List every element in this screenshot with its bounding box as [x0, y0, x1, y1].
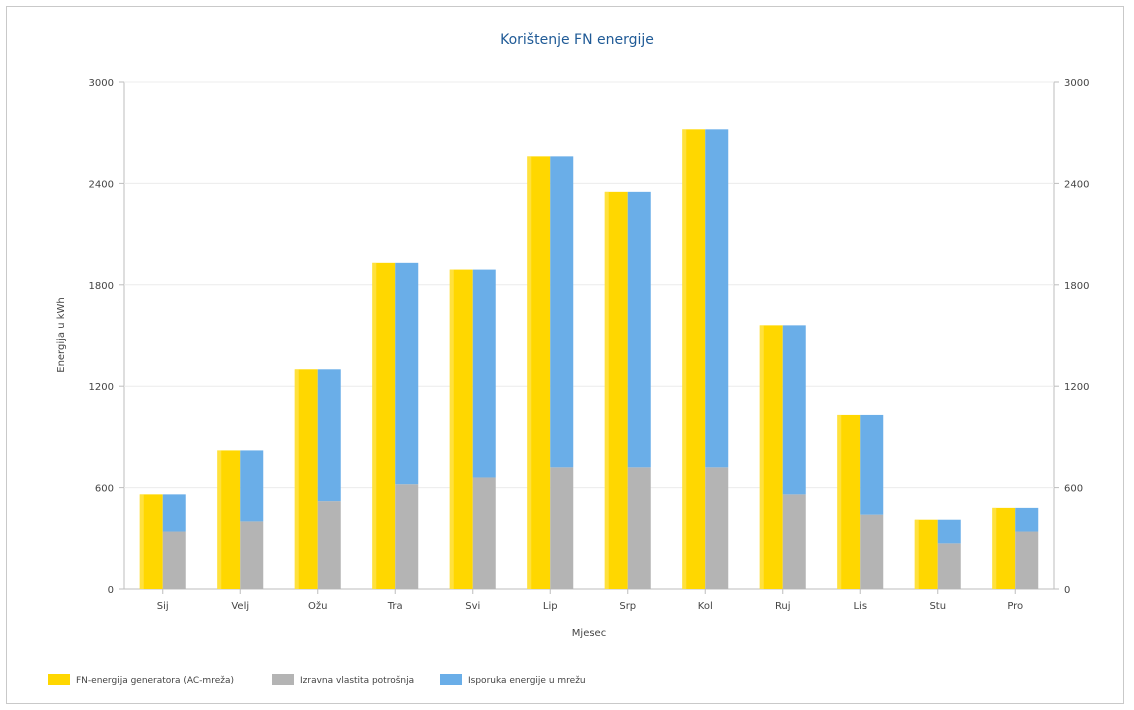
- y-tick-label-left: 2400: [89, 179, 114, 190]
- x-tick-label: Ožu: [308, 600, 327, 612]
- legend-swatch[interactable]: [440, 674, 462, 685]
- bar-own-consumption[interactable]: [472, 477, 496, 589]
- y-tick-label-right: 600: [1064, 484, 1083, 495]
- bar-grid-feed[interactable]: [860, 414, 884, 515]
- bar-generator-highlight: [604, 191, 609, 589]
- x-tick-label: Pro: [1007, 601, 1023, 612]
- bar-generator-highlight: [294, 369, 299, 589]
- x-tick-label: Ruj: [775, 601, 791, 612]
- legend-swatch[interactable]: [48, 674, 70, 685]
- bar-own-consumption[interactable]: [937, 543, 961, 589]
- bar-generator-highlight: [914, 519, 919, 589]
- bar-generator-highlight: [449, 269, 454, 589]
- bar-grid-feed[interactable]: [395, 262, 419, 485]
- bar-own-consumption[interactable]: [627, 467, 651, 589]
- bar-grid-feed[interactable]: [240, 450, 264, 522]
- tick-labels: 0 0 600 600 1200 1200 1800 1800 2400 2400 3000 3000…: [89, 78, 1090, 612]
- bar-generator-highlight: [139, 494, 144, 589]
- x-tick-label: Lip: [543, 601, 558, 612]
- bar-grid-feed[interactable]: [1015, 507, 1039, 532]
- bar-grid-feed[interactable]: [317, 369, 341, 502]
- x-tick-label: Srp: [619, 601, 636, 612]
- x-tick-label: Sij: [157, 601, 169, 612]
- legend[interactable]: FN-energija generatora (AC-mreža) Izravna…: [48, 674, 586, 686]
- bars-group: [139, 129, 1039, 590]
- bar-own-consumption[interactable]: [860, 514, 884, 589]
- bar-own-consumption[interactable]: [162, 531, 186, 589]
- y-tick-label-right: 3000: [1064, 78, 1089, 89]
- x-tick-label: Velj: [231, 601, 249, 612]
- bar-own-consumption[interactable]: [705, 467, 729, 589]
- bar-generator[interactable]: [837, 414, 861, 589]
- bar-generator-highlight: [992, 507, 997, 589]
- bar-own-consumption[interactable]: [240, 521, 264, 589]
- bar-own-consumption[interactable]: [395, 484, 419, 589]
- bar-own-consumption[interactable]: [1015, 531, 1039, 589]
- chart-title: Korištenje FN energije: [500, 32, 654, 48]
- legend-swatch[interactable]: [272, 674, 294, 685]
- y-tick-label-left: 600: [95, 484, 114, 495]
- x-tick-label: Stu: [929, 601, 946, 612]
- bar-generator[interactable]: [604, 191, 628, 589]
- bar-generator[interactable]: [449, 269, 473, 589]
- x-tick-label: Kol: [698, 601, 713, 612]
- y-tick-label-left: 0: [108, 585, 114, 596]
- bar-generator-highlight: [217, 450, 222, 589]
- bar-generator-highlight: [759, 325, 764, 589]
- bar-generator[interactable]: [992, 507, 1016, 589]
- bar-generator[interactable]: [682, 129, 706, 589]
- legend-label[interactable]: FN-energija generatora (AC-mreža): [76, 676, 234, 686]
- bar-own-consumption[interactable]: [782, 494, 806, 589]
- x-tick-label: Lis: [853, 601, 867, 612]
- bar-own-consumption[interactable]: [550, 467, 574, 589]
- bar-grid-feed[interactable]: [472, 269, 496, 478]
- bar-grid-feed[interactable]: [627, 191, 651, 468]
- bar-generator-highlight: [527, 156, 532, 590]
- grid-lines: [119, 81, 1059, 594]
- legend-label[interactable]: Izravna vlastita potrošnja: [300, 675, 414, 686]
- y-tick-label-right: 0: [1064, 585, 1070, 596]
- x-tick-label: Svi: [465, 601, 480, 612]
- bar-generator-highlight: [372, 262, 377, 589]
- y-tick-label-left: 1200: [89, 382, 114, 393]
- y-axis-label: Energija u kWh: [56, 297, 67, 373]
- y-tick-label-right: 2400: [1064, 179, 1089, 190]
- bar-grid-feed[interactable]: [705, 129, 729, 468]
- bar-generator[interactable]: [294, 369, 318, 589]
- y-tick-label-right: 1200: [1064, 382, 1089, 393]
- x-tick-label: Tra: [387, 601, 403, 612]
- legend-label[interactable]: Isporuka energije u mrežu: [468, 676, 586, 686]
- bar-grid-feed[interactable]: [162, 494, 186, 532]
- y-tick-label-left: 1800: [89, 281, 114, 292]
- bar-generator[interactable]: [759, 325, 783, 589]
- bar-generator-highlight: [837, 414, 842, 589]
- bar-generator[interactable]: [372, 262, 396, 589]
- bar-generator[interactable]: [217, 450, 241, 589]
- bar-generator[interactable]: [914, 519, 938, 589]
- bar-grid-feed[interactable]: [937, 519, 961, 544]
- bar-generator[interactable]: [139, 494, 163, 589]
- bar-generator[interactable]: [527, 156, 551, 590]
- bar-grid-feed[interactable]: [782, 325, 806, 495]
- y-tick-label-left: 3000: [89, 78, 114, 89]
- bar-grid-feed[interactable]: [550, 156, 574, 468]
- bar-own-consumption[interactable]: [317, 501, 341, 589]
- bar-generator-highlight: [682, 129, 687, 589]
- y-tick-label-right: 1800: [1064, 281, 1089, 292]
- x-axis-label: Mjesec: [572, 628, 606, 639]
